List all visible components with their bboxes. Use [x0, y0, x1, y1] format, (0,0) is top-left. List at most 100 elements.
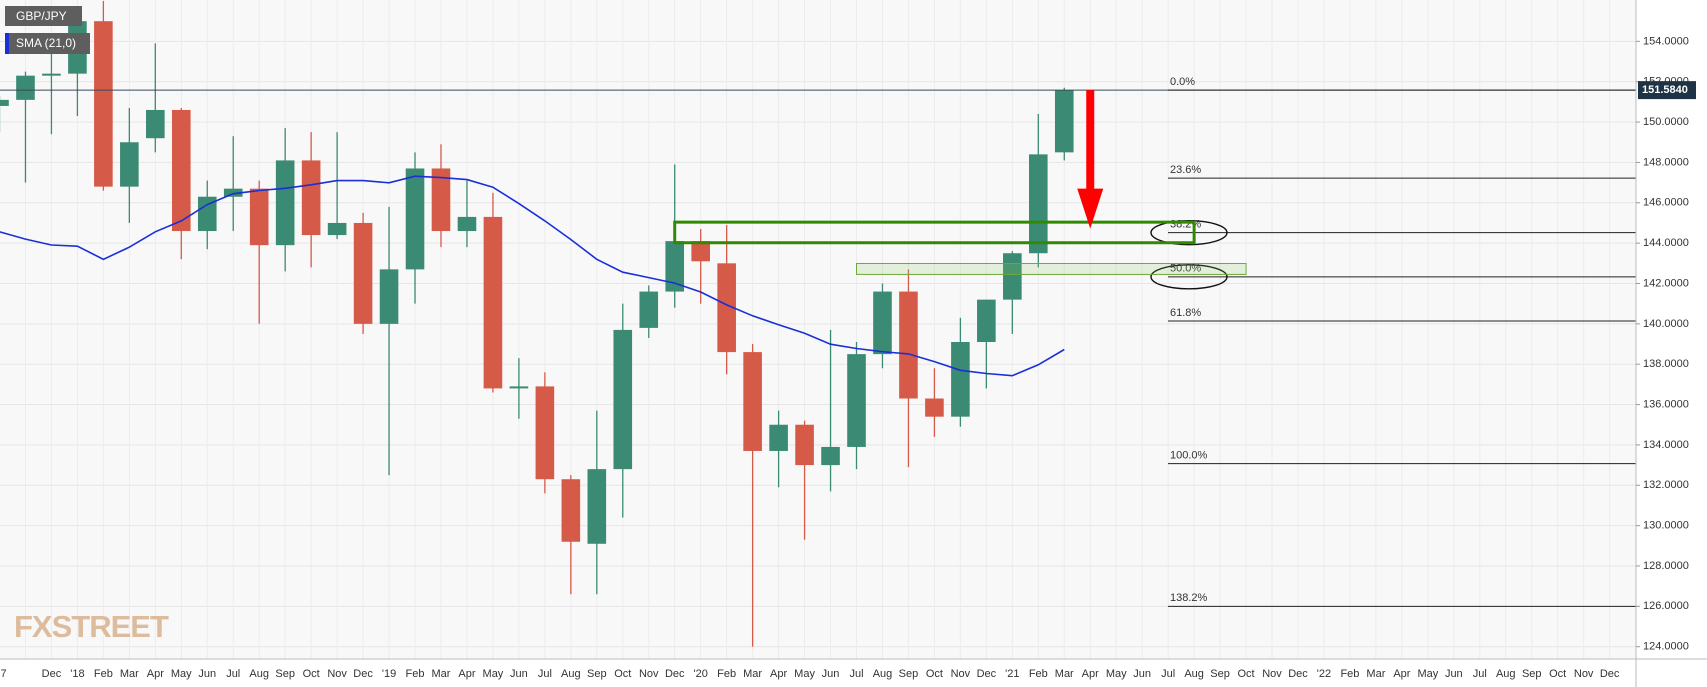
- legend: GBP/JPY SMA (21,0): [5, 6, 90, 54]
- x-tick-label: Oct: [303, 668, 320, 680]
- x-tick-label: Jul: [849, 668, 863, 680]
- x-tick-label: Feb: [1340, 668, 1359, 680]
- fib-label: 100.0%: [1170, 450, 1208, 462]
- x-tick-label: Aug: [873, 668, 893, 680]
- x-tick-label: Jun: [1133, 668, 1151, 680]
- candle-body: [457, 216, 477, 232]
- candle-body: [587, 469, 607, 544]
- candle-body: [1003, 253, 1022, 300]
- y-tick-label: 140.0000: [1643, 318, 1689, 330]
- x-tick-label: Apr: [458, 668, 475, 680]
- x-tick-label: Mar: [120, 668, 139, 680]
- x-tick-label: '17: [0, 668, 7, 680]
- y-tick-label: 134.0000: [1643, 439, 1689, 451]
- x-tick-label: Jul: [1161, 668, 1175, 680]
- fib-highlight: [1150, 219, 1228, 246]
- candle-body: [223, 188, 243, 197]
- candle-body: [431, 168, 451, 232]
- x-tick-label: Feb: [406, 668, 425, 680]
- y-tick-label: 136.0000: [1643, 398, 1689, 410]
- candle-body: [405, 168, 425, 270]
- x-tick-label: '20: [694, 668, 708, 680]
- x-tick-label: Jun: [510, 668, 528, 680]
- legend-box: [5, 33, 90, 54]
- candle-body: [509, 386, 529, 389]
- x-tick-label: Sep: [587, 668, 607, 680]
- x-tick-label: Nov: [1574, 668, 1594, 680]
- candle-body: [379, 269, 399, 324]
- x-tick-label: Sep: [899, 668, 919, 680]
- x-tick-label: Apr: [1393, 668, 1410, 680]
- sma-line: [0, 175, 1065, 377]
- y-tick-label: 124.0000: [1643, 641, 1689, 653]
- x-tick-label: '22: [1317, 668, 1331, 680]
- fib-label: 0.0%: [1170, 76, 1195, 88]
- legend-sma: SMA (21,0): [16, 36, 76, 50]
- x-tick-label: Oct: [926, 668, 943, 680]
- x-tick-label: Jul: [226, 668, 240, 680]
- x-tick-label: May: [171, 668, 192, 680]
- candle-body: [977, 299, 996, 343]
- x-tick-label: Nov: [1262, 668, 1282, 680]
- candle-body: [873, 291, 892, 355]
- candle-body: [275, 160, 295, 246]
- x-tick-label: Apr: [147, 668, 164, 680]
- candle-body: [535, 386, 555, 480]
- x-tick-label: Feb: [94, 668, 113, 680]
- y-tick-label: 126.0000: [1643, 600, 1689, 612]
- y-tick-label: 130.0000: [1643, 520, 1689, 532]
- candle-body: [171, 109, 191, 232]
- candle-body: [821, 446, 840, 466]
- arrow-head: [1077, 188, 1104, 229]
- candle-body: [353, 222, 373, 324]
- watermark: FXSTREET: [14, 609, 169, 644]
- x-tick-label: Sep: [1522, 668, 1542, 680]
- candle-body: [16, 75, 35, 100]
- x-tick-label: Mar: [743, 668, 762, 680]
- x-tick-label: May: [1106, 668, 1127, 680]
- x-tick-label: Oct: [1549, 668, 1566, 680]
- x-tick-label: May: [794, 668, 815, 680]
- x-tick-label: Apr: [1082, 668, 1099, 680]
- candle-body: [613, 329, 633, 470]
- y-tick-label: 128.0000: [1643, 560, 1689, 572]
- candle-body: [795, 424, 814, 466]
- candle-body: [665, 241, 685, 292]
- x-tick-label: Apr: [770, 668, 787, 680]
- x-tick-label: Jul: [538, 668, 552, 680]
- candle-body: [94, 21, 113, 187]
- candle-body: [691, 241, 710, 262]
- candle-body: [899, 291, 918, 399]
- x-tick-label: Jun: [822, 668, 840, 680]
- price-label-box: [1638, 81, 1696, 100]
- legend-swatch: [5, 33, 9, 54]
- candle-body: [120, 142, 139, 187]
- plot-background: [0, 0, 1636, 659]
- candle-body: [951, 342, 970, 417]
- fib-label: 61.8%: [1170, 307, 1201, 319]
- x-tick-label: Aug: [249, 668, 269, 680]
- x-tick-label: Sep: [275, 668, 295, 680]
- x-tick-label: Jul: [1473, 668, 1487, 680]
- y-tick-label: 142.0000: [1643, 277, 1689, 289]
- price-label: 151.5840: [1642, 84, 1688, 96]
- x-tick-label: '21: [1005, 668, 1019, 680]
- x-tick-label: Nov: [327, 668, 347, 680]
- x-tick-label: Mar: [432, 668, 451, 680]
- x-tick-label: '19: [382, 668, 396, 680]
- x-tick-label: Mar: [1366, 668, 1385, 680]
- candle-body: [743, 352, 762, 451]
- candle-body: [1054, 90, 1074, 153]
- candle-body: [561, 479, 581, 542]
- x-tick-label: Aug: [1496, 668, 1516, 680]
- x-tick-label: Sep: [1210, 668, 1230, 680]
- candle-body: [327, 222, 347, 236]
- legend-symbol: GBP/JPY: [16, 9, 67, 23]
- y-tick-label: 148.0000: [1643, 156, 1689, 168]
- candle-body: [197, 196, 217, 232]
- fib-label: 23.6%: [1170, 164, 1201, 176]
- candle-body: [0, 99, 9, 106]
- candle-body: [249, 188, 269, 246]
